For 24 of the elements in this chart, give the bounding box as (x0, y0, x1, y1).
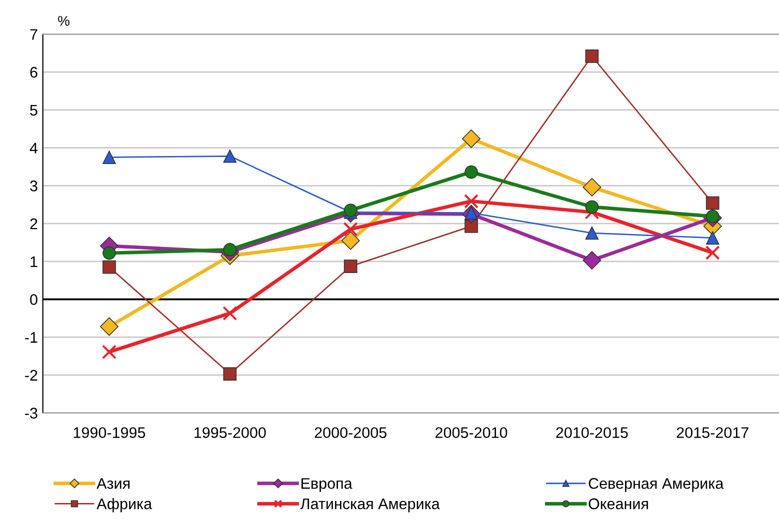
x-tick-label: 2010-2015 (556, 427, 628, 438)
y-tick-label: -3 (25, 408, 38, 419)
x-tick-label: 1990-1995 (74, 427, 146, 438)
y-tick-label: -1 (25, 332, 38, 343)
y-tick-label: 6 (30, 66, 38, 78)
legend-label: Океания (588, 498, 648, 510)
y-tick-label: 1 (30, 256, 38, 267)
legend-label: Европа (302, 478, 352, 492)
y-axis-title: % (58, 16, 70, 26)
y-tick-label: 7 (30, 29, 38, 40)
y-tick-label: 0 (30, 294, 38, 305)
x-tick-label: 1995-2000 (194, 427, 266, 438)
legend-label: Азия (96, 478, 130, 489)
legend-label: Африка (96, 498, 152, 512)
x-tick-label: 2005-2010 (436, 427, 508, 438)
y-tick-label: -2 (25, 370, 38, 381)
y-tick-label: 3 (30, 180, 38, 192)
y-tick-label: 4 (30, 142, 38, 154)
x-tick-label: 2000-2005 (314, 427, 386, 438)
x-tick-label: 2015-2017 (676, 427, 748, 438)
y-tick-label: 2 (30, 218, 38, 230)
legend-label: Латинская Америка (300, 498, 440, 512)
legend-label: Северная Америка (588, 478, 724, 492)
y-tick-label: 5 (30, 104, 38, 116)
